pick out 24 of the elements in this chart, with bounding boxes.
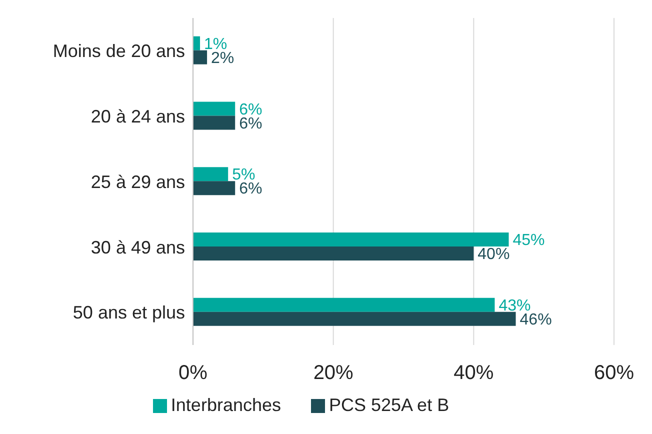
y-tick-label: 20 à 24 ans — [90, 106, 185, 126]
data-label: 45% — [512, 232, 545, 250]
y-tick-label: 30 à 49 ans — [90, 237, 185, 258]
bar — [193, 167, 228, 182]
bar — [193, 298, 495, 312]
x-tick-label: 0% — [178, 362, 208, 384]
bar — [193, 50, 208, 64]
data-label: 40% — [478, 246, 510, 264]
y-tick-label: 50 ans et plus — [72, 302, 185, 323]
data-label: 6% — [239, 180, 262, 198]
bar — [193, 246, 474, 261]
y-tick-label: Moins de 20 ans — [52, 41, 185, 62]
bar — [193, 232, 509, 247]
y-tick-label: 25 à 29 ans — [90, 172, 185, 192]
x-tick-label: 20% — [313, 362, 354, 384]
bar — [193, 102, 236, 116]
legend-label: PCS 525A et B — [329, 395, 450, 415]
bar — [193, 36, 200, 50]
x-tick-label: 40% — [454, 362, 494, 384]
bar — [193, 116, 236, 130]
bar — [193, 181, 236, 196]
bar — [193, 312, 516, 326]
x-tick-label: 60% — [594, 362, 634, 384]
legend-label: Interbranches — [170, 395, 281, 415]
